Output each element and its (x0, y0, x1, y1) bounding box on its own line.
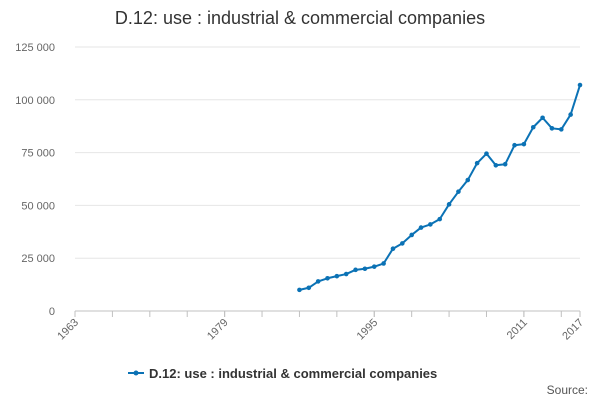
legend-marker-dot (133, 370, 139, 376)
x-tick-label: 1995 (355, 317, 381, 343)
data-point[interactable] (512, 142, 517, 148)
data-point[interactable] (343, 271, 349, 277)
data-point[interactable] (428, 222, 433, 227)
chart-title: D.12: use : industrial & commercial comp… (115, 8, 485, 28)
data-point[interactable] (484, 151, 489, 156)
y-tick-label: 100 000 (15, 95, 55, 107)
data-point[interactable] (502, 161, 508, 167)
data-point[interactable] (493, 162, 499, 168)
x-tick-label: 1963 (55, 317, 81, 343)
x-tick-label: 1979 (205, 317, 231, 343)
data-point[interactable] (297, 287, 302, 293)
data-point[interactable] (474, 160, 480, 166)
data-point[interactable] (446, 202, 452, 207)
data-point[interactable] (353, 267, 358, 273)
data-point[interactable] (362, 266, 368, 272)
data-point[interactable] (530, 124, 536, 130)
data-point[interactable] (521, 141, 527, 147)
series-area (297, 82, 583, 293)
data-point[interactable] (371, 264, 377, 269)
y-tick-label: 50 000 (21, 200, 55, 212)
data-point[interactable] (306, 285, 312, 291)
y-tick-label: 0 (49, 306, 55, 318)
data-point[interactable] (381, 261, 386, 266)
data-point[interactable] (315, 279, 321, 284)
x-tick-label: 2011 (505, 317, 530, 342)
y-axis: 0 25 000 50 000 75 000 100 000 125 000 (15, 42, 55, 318)
series-line (299, 84, 581, 291)
x-axis: 1963 1979 1995 2011 2017 (55, 310, 586, 343)
data-point[interactable] (549, 126, 555, 131)
data-point[interactable] (456, 189, 461, 194)
data-point[interactable] (334, 273, 340, 279)
data-point[interactable] (390, 246, 396, 251)
data-point[interactable] (325, 275, 330, 281)
data-point[interactable] (400, 241, 405, 246)
data-point[interactable] (540, 115, 545, 121)
data-point[interactable] (418, 225, 424, 230)
gridlines (75, 46, 580, 312)
data-point[interactable] (558, 127, 564, 132)
y-tick-label: 25 000 (21, 253, 55, 265)
data-point[interactable] (577, 82, 583, 88)
data-point[interactable] (437, 216, 443, 222)
data-point[interactable] (568, 112, 573, 117)
data-point[interactable] (409, 232, 414, 238)
legend-label: D.12: use : industrial & commercial comp… (149, 366, 437, 381)
legend[interactable]: D.12: use : industrial & commercial comp… (128, 366, 437, 381)
y-tick-label: 125 000 (15, 42, 55, 54)
data-point[interactable] (465, 177, 471, 183)
y-tick-label: 75 000 (21, 148, 55, 160)
x-tick-label: 2017 (560, 317, 586, 343)
source-label: Source: (547, 383, 588, 397)
